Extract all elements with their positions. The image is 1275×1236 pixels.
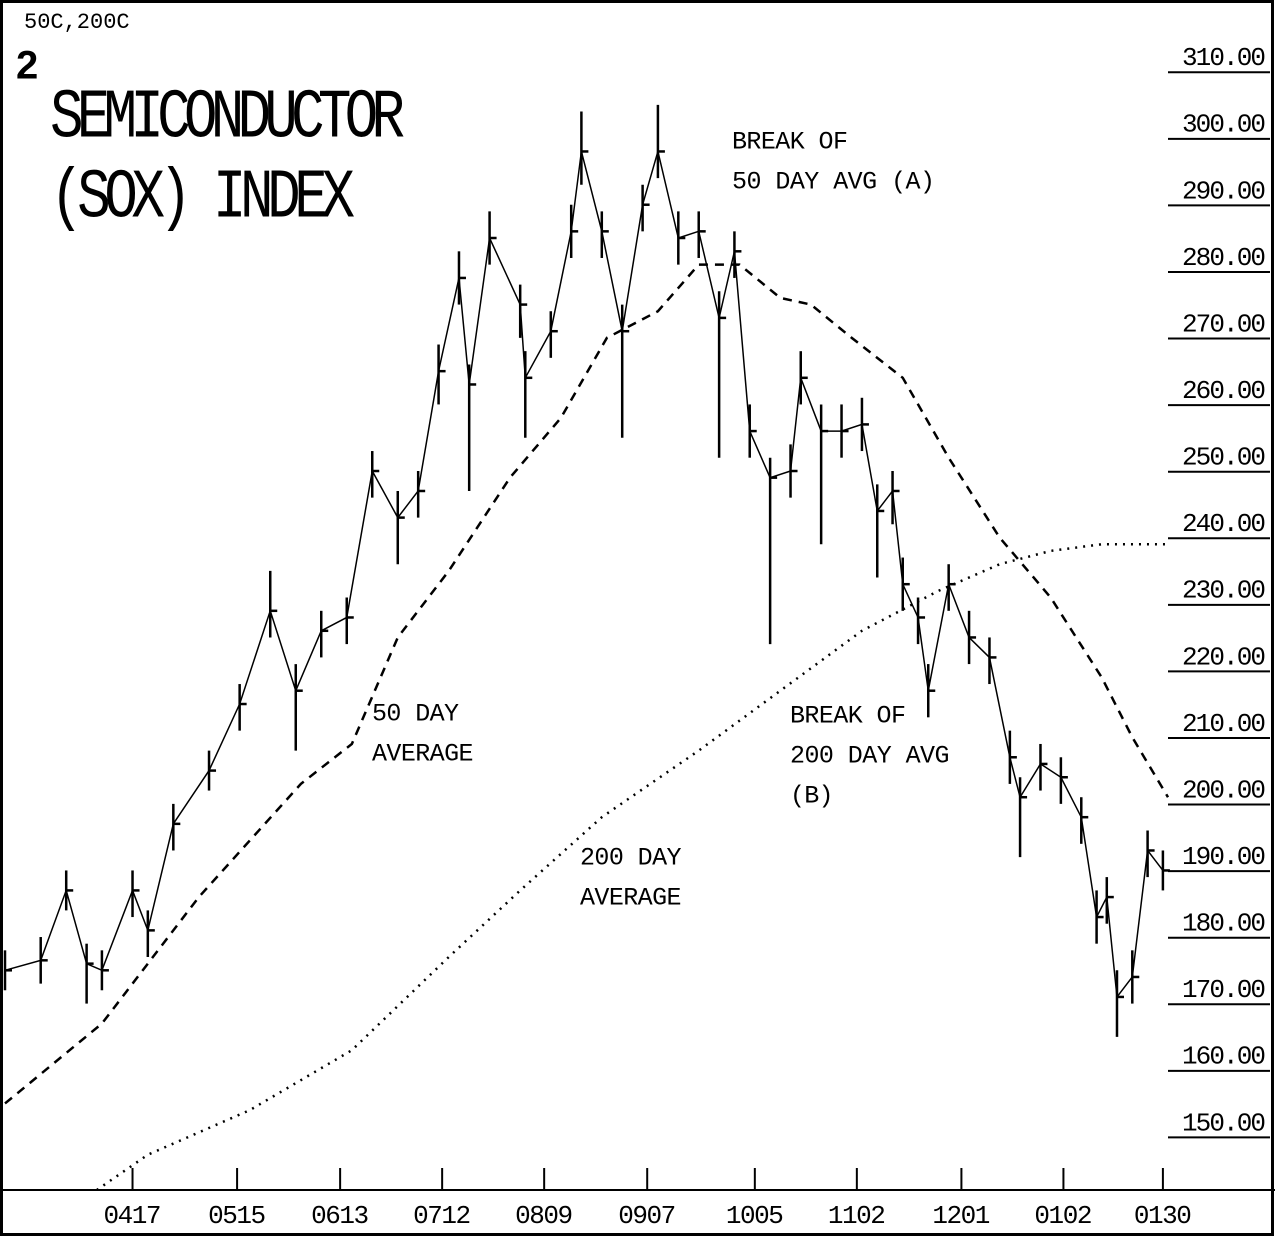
y-tick-label: 230.00 <box>1182 576 1266 606</box>
annotation: BREAK OF <box>732 128 848 157</box>
y-tick-label: 150.00 <box>1182 1108 1266 1138</box>
x-tick-label: 0712 <box>413 1201 471 1231</box>
y-tick-label: 180.00 <box>1182 909 1266 939</box>
y-tick-label: 280.00 <box>1182 243 1266 273</box>
figure-number: 2 <box>16 44 38 88</box>
y-tick-label: 220.00 <box>1182 642 1266 672</box>
y-tick-label: 300.00 <box>1182 110 1266 140</box>
annotation: 200 DAY AVG <box>790 742 950 771</box>
annotation: (B) <box>790 782 834 811</box>
corner-label: 50C,200C <box>24 10 130 35</box>
y-tick-label: 170.00 <box>1182 975 1266 1005</box>
y-tick-label: 270.00 <box>1182 309 1266 339</box>
x-tick-label: 0809 <box>515 1201 573 1231</box>
annotation: BREAK OF <box>790 702 906 731</box>
title-line: (SOX) INDEX <box>50 159 355 239</box>
x-tick-label: 1005 <box>726 1201 784 1231</box>
y-tick-label: 250.00 <box>1182 443 1266 473</box>
y-tick-label: 260.00 <box>1182 376 1266 406</box>
x-tick-label: 0907 <box>618 1201 676 1231</box>
y-tick-label: 240.00 <box>1182 509 1266 539</box>
moving-average <box>4 263 1170 1105</box>
y-tick-label: 200.00 <box>1182 775 1266 805</box>
annotation: AVERAGE <box>580 884 682 913</box>
annotation: 50 DAY AVG (A) <box>732 168 935 197</box>
title-line: SEMICONDUCTOR <box>50 79 405 159</box>
annotation: 200 DAY <box>580 844 682 873</box>
x-tick-label: 1201 <box>932 1201 990 1231</box>
x-tick-label: 0102 <box>1034 1201 1092 1231</box>
price-path <box>4 148 1164 999</box>
x-tick-label: 0417 <box>104 1201 162 1231</box>
annotation: AVERAGE <box>372 740 474 769</box>
y-tick-label: 190.00 <box>1182 842 1266 872</box>
x-tick-label: 0130 <box>1134 1201 1192 1231</box>
annotations: BREAK OF 50 DAY AVG (A) 50 DAY AVERAGE BREAK… <box>372 128 950 913</box>
annotation: 50 DAY <box>372 700 459 729</box>
y-tick-label: 290.00 <box>1182 176 1266 206</box>
x-tick-label: 1102 <box>828 1201 886 1231</box>
y-tick-label: 160.00 <box>1182 1042 1266 1072</box>
y-tick-label: 310.00 <box>1182 43 1266 73</box>
x-tick-label: 0613 <box>311 1201 369 1231</box>
y-tick-label: 210.00 <box>1182 709 1266 739</box>
x-tick-label: 0515 <box>208 1201 266 1231</box>
